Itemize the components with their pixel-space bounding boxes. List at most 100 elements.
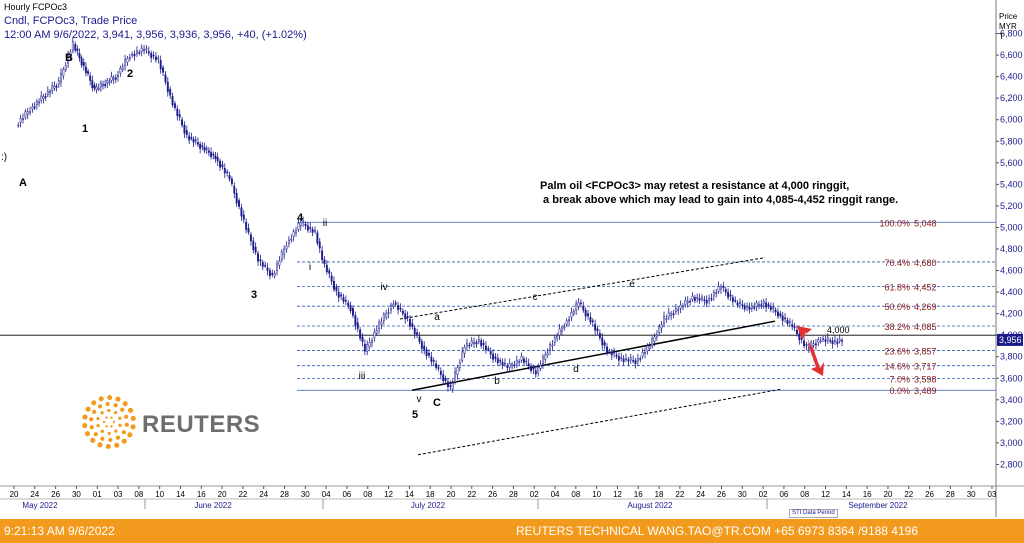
candle-body xyxy=(201,145,204,148)
candle-body xyxy=(465,343,468,347)
candle-body xyxy=(145,48,148,51)
series-info: Cndl, FCPOc3, Trade Price xyxy=(4,15,138,27)
candle-body xyxy=(484,345,487,351)
candle-body xyxy=(140,47,143,52)
candle-body xyxy=(363,343,366,352)
candle-body xyxy=(413,327,416,335)
candle-body xyxy=(582,306,585,311)
candle-body xyxy=(511,364,514,367)
candle-body xyxy=(249,234,252,242)
footer-credit: REUTERS TECHNICAL WANG.TAO@TR.COM +65 69… xyxy=(516,524,918,538)
candle-body xyxy=(677,309,680,311)
candle-body xyxy=(739,301,741,305)
candle-body xyxy=(40,95,43,101)
candle-body xyxy=(62,69,65,76)
logo-dot xyxy=(107,431,111,436)
fib-value-label: 3,598 xyxy=(914,374,937,384)
candle-body xyxy=(461,351,464,361)
logo-dot xyxy=(114,429,118,433)
candle-body xyxy=(210,152,213,157)
candle-body xyxy=(760,304,763,307)
candle-body xyxy=(435,363,438,368)
candle-body xyxy=(304,223,307,227)
candle-body xyxy=(503,362,506,365)
candle-body xyxy=(819,340,822,343)
down-arrow xyxy=(809,345,824,376)
y-tick-label: 3,400 xyxy=(1000,395,1023,405)
fib-value-label: 4,085 xyxy=(914,322,937,332)
candle-body xyxy=(838,338,841,342)
fib-percent-label: 76.4% xyxy=(884,258,910,268)
logo-dot xyxy=(112,420,116,424)
candle-body xyxy=(392,303,395,307)
candle-body xyxy=(475,342,478,345)
logo-dot xyxy=(114,442,120,448)
candle-body xyxy=(340,294,343,297)
candle-body xyxy=(826,337,829,341)
candle-body xyxy=(696,297,699,299)
logo-dot xyxy=(127,407,134,413)
candle-body xyxy=(724,289,727,293)
candle-body xyxy=(501,361,504,366)
candle-body xyxy=(534,370,537,375)
wave-label: 2 xyxy=(127,68,133,80)
logo-dot xyxy=(85,406,91,412)
logo-dot xyxy=(115,396,121,402)
last-price-label: 3,956 xyxy=(999,335,1022,345)
x-tick-label: 18 xyxy=(426,490,435,499)
wave-label: iii xyxy=(359,371,366,382)
x-tick-label: 28 xyxy=(946,490,955,499)
candle-body xyxy=(439,370,442,375)
candle-body xyxy=(349,305,352,312)
y-tick-label: 3,200 xyxy=(1000,416,1023,426)
x-tick-label: 14 xyxy=(176,490,185,499)
candle-body xyxy=(805,344,808,346)
candle-body xyxy=(492,353,495,360)
logo-dot xyxy=(92,409,97,414)
candle-body xyxy=(539,364,542,369)
footer-timestamp: 9:21:13 AM 9/6/2022 xyxy=(4,524,115,538)
candle-body xyxy=(205,147,208,150)
candle-body xyxy=(525,360,528,363)
x-tick-label: 20 xyxy=(447,490,456,499)
candle-body xyxy=(60,72,62,83)
candle-body xyxy=(245,221,248,230)
candle-body xyxy=(425,349,428,356)
logo-dot xyxy=(115,435,121,440)
candle-body xyxy=(693,297,696,301)
candle-body xyxy=(166,81,169,93)
candle-body xyxy=(795,329,798,334)
candle-body xyxy=(309,227,312,229)
candle-body xyxy=(703,299,706,301)
candle-body xyxy=(51,85,54,91)
y-tick-label: 3,000 xyxy=(1000,438,1023,448)
wave-label: A xyxy=(19,177,27,189)
candle-body xyxy=(731,297,734,302)
logo-dot xyxy=(98,396,104,402)
candle-body xyxy=(444,378,447,381)
candle-body xyxy=(639,358,642,360)
candle-body xyxy=(233,185,236,194)
fib-percent-label: 7.0% xyxy=(889,374,910,384)
candle-body xyxy=(223,167,226,174)
candle-body xyxy=(527,363,530,367)
candle-body xyxy=(287,239,290,244)
x-tick-label: 08 xyxy=(134,490,143,499)
candle-body xyxy=(330,275,333,282)
candle-body xyxy=(722,286,725,288)
x-tick-label: 20 xyxy=(218,490,227,499)
candle-body xyxy=(651,338,654,347)
fib-value-label: 4,452 xyxy=(914,282,937,292)
candle-body xyxy=(190,137,193,139)
candle-body xyxy=(560,327,563,332)
candle-body xyxy=(603,342,606,346)
x-tick-label: 24 xyxy=(30,490,39,499)
candle-body xyxy=(568,319,570,322)
candle-body xyxy=(572,311,575,314)
candle-body xyxy=(247,228,250,233)
logo-dot xyxy=(113,403,118,408)
candle-body xyxy=(199,143,202,149)
y-tick-label: 5,200 xyxy=(1000,201,1023,211)
fib-percent-label: 0.0% xyxy=(889,386,910,396)
candle-body xyxy=(777,311,779,317)
